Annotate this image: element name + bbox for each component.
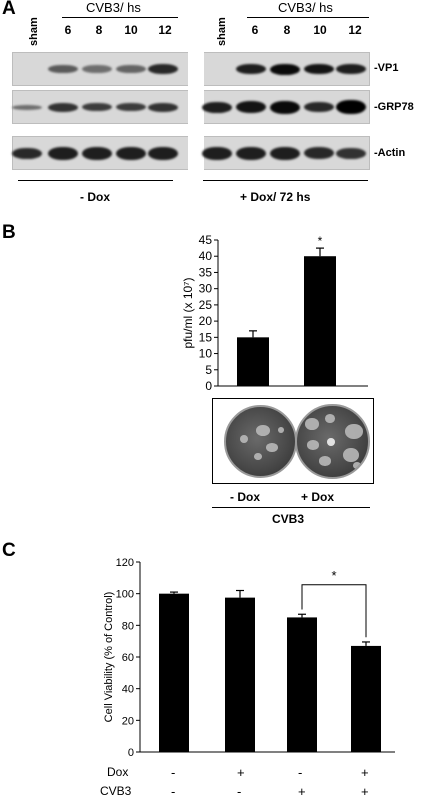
blot-band	[12, 104, 42, 110]
y-tick-label: 60	[122, 652, 134, 664]
blot-band	[148, 146, 178, 160]
blot-band	[116, 146, 146, 160]
cvb3-sign: -	[237, 784, 242, 799]
blot-band	[236, 146, 266, 160]
panel-c-letter: C	[2, 540, 16, 561]
y-tick-label: 15	[199, 330, 213, 344]
blot-band	[202, 101, 232, 113]
y-tick-label: 120	[116, 557, 134, 569]
plate-minus-dox	[224, 405, 297, 478]
lane-label: 10	[313, 23, 327, 37]
y-tick-label: 30	[199, 282, 213, 296]
condition-minus-label: - Dox	[80, 190, 110, 204]
blot-band	[270, 100, 300, 114]
blot-band	[202, 146, 232, 160]
blot-band	[148, 102, 178, 112]
cvb3-sign: +	[361, 784, 369, 799]
y-tick-label: 35	[199, 265, 213, 279]
blot-band	[82, 65, 112, 73]
panel-b-letter: B	[2, 222, 16, 243]
blot-band	[82, 146, 112, 160]
significance-bracket	[301, 584, 367, 638]
dox-sign: +	[361, 765, 369, 780]
condition-minus-line	[18, 180, 173, 181]
blot-band	[48, 65, 78, 73]
blot-band	[336, 64, 366, 74]
condition-plus-line	[203, 180, 368, 181]
y-axis-label: pfu/ml (x 10⁷)	[181, 277, 195, 348]
cvb3-sign: -	[171, 784, 176, 799]
dox-sign: -	[171, 765, 176, 780]
panel-a-letter: A	[2, 0, 16, 19]
y-tick-label: 0	[205, 379, 212, 393]
cvb3-row-label: CVB3	[100, 784, 132, 798]
dox-sign: +	[237, 765, 245, 780]
blot-band	[270, 63, 300, 75]
significance-star: *	[318, 234, 323, 248]
header-minus: CVB3/ hs	[86, 0, 141, 15]
blot-band	[116, 103, 146, 111]
y-tick-label: 100	[116, 589, 134, 601]
blot-band	[82, 103, 112, 111]
lane-label: 8	[95, 23, 103, 37]
blot-band	[48, 102, 78, 112]
y-tick-label: 10	[199, 347, 213, 361]
lane-label: 12	[348, 23, 362, 37]
chart-bar	[225, 597, 255, 752]
lane-label: 8	[283, 23, 291, 37]
y-tick-label: 45	[199, 233, 213, 247]
blot-band	[116, 65, 146, 73]
condition-plus-label: + Dox/ 72 hs	[240, 190, 311, 204]
chart-bar	[159, 593, 189, 752]
dox-sign: -	[298, 765, 303, 780]
y-tick-label: 0	[128, 747, 134, 759]
blot-band	[304, 64, 334, 74]
blot-band	[48, 146, 78, 160]
cvb3-group-label: CVB3	[272, 512, 305, 526]
dox-row-label: Dox	[107, 765, 129, 779]
y-tick-label: 5	[205, 363, 212, 377]
sham-label-minus: sham	[28, 17, 40, 46]
blot-band	[236, 64, 266, 74]
blot-band	[148, 64, 178, 74]
blot-band	[304, 147, 334, 159]
blot-band	[336, 100, 366, 114]
lane-label: 6	[64, 23, 72, 37]
lane-label: 10	[124, 23, 138, 37]
blot-band	[336, 147, 366, 159]
blot-band	[236, 101, 266, 113]
plate-label-plus: + Dox	[301, 490, 335, 504]
plate-plus-dox	[295, 404, 370, 479]
y-tick-label: 40	[199, 249, 213, 263]
plaque-plate-box	[212, 398, 374, 484]
y-tick-label: 20	[122, 715, 134, 727]
cvb3-group-line	[212, 507, 370, 508]
significance-star: *	[331, 568, 336, 583]
sham-label-plus: sham	[216, 17, 228, 46]
row-label-actin: -Actin	[374, 147, 406, 159]
lane-label: 12	[158, 23, 172, 37]
blot-band	[12, 147, 42, 159]
blot-band	[304, 102, 334, 112]
chart-bar	[351, 645, 381, 752]
row-label-vp1: -VP1	[374, 62, 399, 74]
y-tick-label: 25	[199, 298, 213, 312]
chart-bar	[237, 337, 269, 386]
header-minus-underline	[62, 17, 178, 18]
y-axis-label: Cell Viability (% of Control)	[103, 592, 115, 723]
y-tick-label: 20	[199, 314, 213, 328]
y-tick-label: 80	[122, 620, 134, 632]
cvb3-sign: +	[298, 784, 306, 799]
row-label-grp78: -GRP78	[374, 101, 414, 113]
blot-band	[270, 146, 300, 160]
chart-b: 0 5 10 15 20 25 30 35 40 45 pfu/ml (x 10⁷) *	[181, 233, 368, 393]
chart-c: 0 20 40 60 80 100 120 Cell Viability (% of Cont…	[103, 557, 395, 759]
header-plus-underline	[247, 17, 369, 18]
plate-label-minus: - Dox	[230, 490, 260, 504]
lane-label: 6	[251, 23, 259, 37]
chart-bar	[287, 617, 317, 752]
y-tick-label: 40	[122, 684, 134, 696]
chart-bar	[304, 256, 336, 386]
header-plus: CVB3/ hs	[278, 0, 333, 15]
